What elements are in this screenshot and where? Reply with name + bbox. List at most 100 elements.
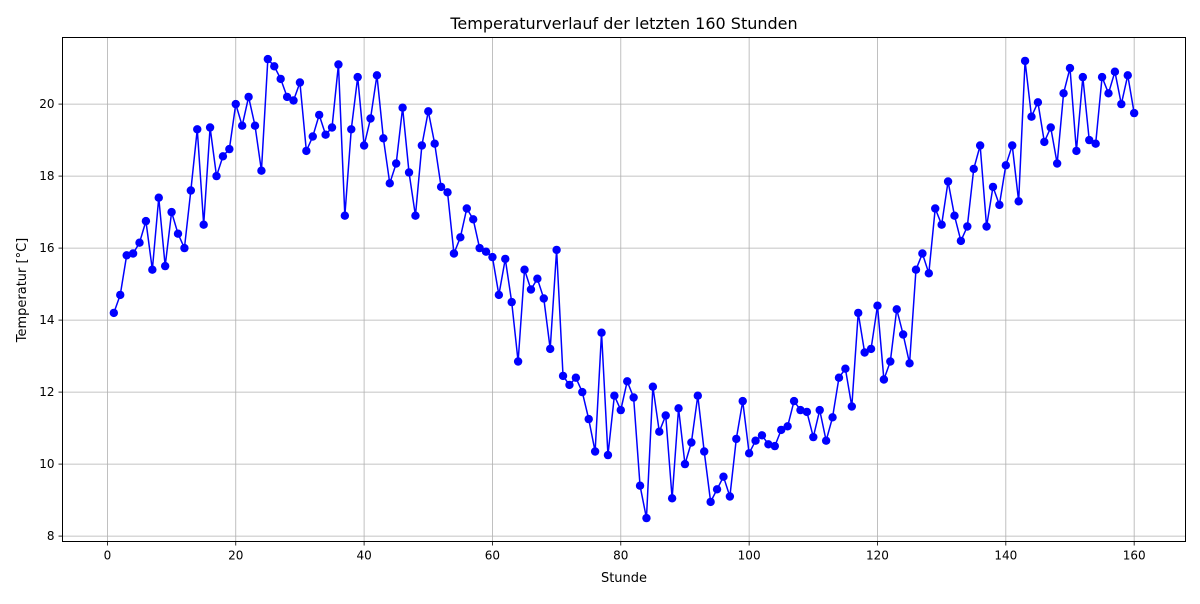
data-point [501,254,510,264]
data-point [629,393,638,402]
data-point [687,438,696,447]
data-point [546,344,555,354]
data-point [956,236,966,246]
data-point [950,211,959,220]
data-point [802,407,812,417]
series-temperature [109,54,1139,523]
data-point [481,247,491,256]
y-tick-label: 20 [39,97,54,111]
data-point [667,494,677,503]
data-point [1097,72,1107,82]
data-point [135,238,144,247]
data-point [783,422,792,431]
data-point [212,171,221,181]
data-point [173,229,183,238]
data-point [969,164,978,174]
data-point [603,450,613,460]
x-tick-label: 120 [866,549,889,563]
data-point [789,396,799,406]
data-point [661,411,670,420]
data-point [1110,67,1120,76]
y-tick-label: 14 [39,313,54,327]
chart-title: Temperaturverlauf der letzten 160 Stunde… [449,14,797,33]
data-point [834,373,844,382]
y-axis-label: Temperatur [°C] [15,238,30,344]
data-point [488,252,497,262]
data-point [372,71,382,80]
x-tick-label: 0 [104,549,112,563]
data-point [353,72,362,82]
data-point [828,413,837,422]
data-point [725,492,735,501]
data-point [302,146,311,156]
data-point [635,481,645,490]
data-point [552,245,561,255]
data-point [1008,141,1017,150]
data-point [655,427,664,436]
data-point [1104,89,1113,98]
x-tick-label: 160 [1123,549,1146,563]
y-tick-label: 16 [39,241,54,255]
data-point [1085,135,1094,145]
data-point [732,434,741,444]
data-point [385,179,394,188]
data-point [751,436,760,445]
data-point [1091,139,1100,148]
data-point [193,125,202,134]
data-point [693,391,702,400]
data-point [1014,197,1023,206]
x-tick-label: 140 [994,549,1017,563]
data-point [539,294,548,303]
data-point [334,60,343,69]
data-point [597,328,606,337]
data-point [873,301,882,310]
data-point [1123,71,1132,80]
data-point [398,103,407,112]
data-point [995,200,1004,210]
data-point [924,269,934,278]
data-point [1001,161,1011,170]
data-point [680,459,690,469]
data-point [892,305,901,314]
data-point [898,330,908,339]
data-point [379,134,388,143]
data-point [1117,99,1126,109]
data-point [424,107,433,116]
data-point [469,215,478,224]
x-tick-label: 60 [485,549,500,563]
x-tick-label: 100 [738,549,761,563]
data-point [128,249,138,258]
data-point [719,472,728,481]
data-point [847,402,857,411]
data-point [841,364,850,373]
data-point [821,436,831,445]
data-point [295,78,305,87]
data-point [533,274,542,283]
data-point [1040,137,1049,147]
data-point [642,513,651,523]
y-axis-ticks: 8 10 12 14 16 18 20 [39,97,63,543]
data-point [1027,112,1036,121]
x-tick-label: 40 [356,549,371,563]
data-point [854,308,863,318]
data-point [141,216,151,226]
data-point [623,377,632,386]
data-point [250,121,260,130]
x-axis-ticks: 0 20 40 60 80 100 120 140 160 [104,541,1146,563]
data-point [1072,146,1081,156]
data-point [764,440,773,449]
data-point [347,125,356,134]
data-point [796,405,805,415]
data-point [263,54,273,64]
data-point [148,265,157,274]
data-point [366,114,375,123]
data-point [738,396,747,406]
data-point [257,166,266,175]
data-point [443,188,452,197]
data-point [610,391,619,400]
data-point [565,380,574,390]
data-point [879,375,889,384]
data-point [809,432,818,442]
data-point [1059,89,1068,98]
